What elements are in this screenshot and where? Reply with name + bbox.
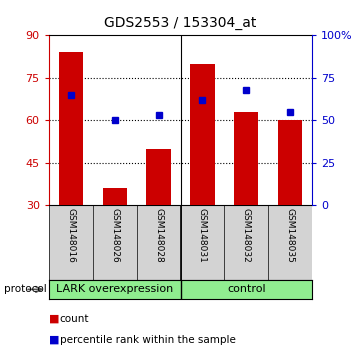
- Bar: [49, 280, 180, 299]
- Text: LARK overexpression: LARK overexpression: [56, 284, 173, 295]
- Text: GSM148035: GSM148035: [286, 207, 295, 262]
- Bar: [58, 52, 83, 205]
- Text: GSM148032: GSM148032: [242, 207, 251, 262]
- Text: ■: ■: [49, 314, 59, 324]
- Text: GDS2553 / 153304_at: GDS2553 / 153304_at: [104, 16, 257, 30]
- Bar: [147, 149, 171, 205]
- Text: control: control: [227, 284, 266, 295]
- Text: percentile rank within the sample: percentile rank within the sample: [60, 335, 235, 345]
- Text: ■: ■: [49, 335, 59, 345]
- Text: GSM148026: GSM148026: [110, 207, 119, 262]
- Bar: [103, 188, 127, 205]
- Text: GSM148016: GSM148016: [66, 207, 75, 262]
- Bar: [190, 64, 214, 205]
- Bar: [234, 112, 258, 205]
- Text: GSM148028: GSM148028: [154, 207, 163, 262]
- Text: GSM148031: GSM148031: [198, 207, 207, 262]
- Bar: [180, 280, 334, 299]
- Bar: [278, 120, 303, 205]
- Text: count: count: [60, 314, 89, 324]
- Text: protocol: protocol: [4, 284, 46, 295]
